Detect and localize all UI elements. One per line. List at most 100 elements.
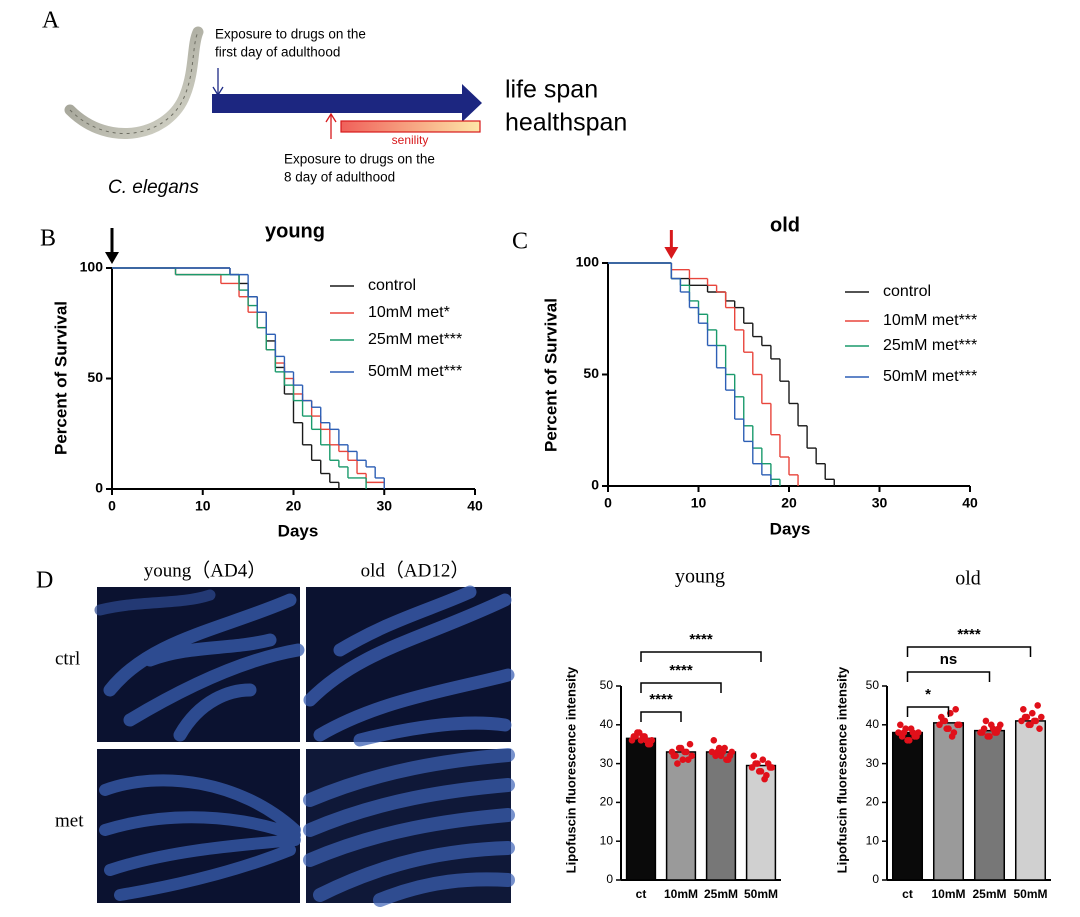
micrograph (97, 749, 301, 903)
significance-bracket (640, 651, 762, 662)
y-tick-label: 40 (600, 717, 614, 731)
micrographs: young（AD4） old（AD12） ctrl met (55, 559, 515, 907)
x-tick-label: ct (636, 887, 647, 901)
data-point (757, 768, 765, 775)
x-axis-label: Days (770, 519, 811, 538)
panel-label: B (40, 226, 56, 252)
chart-title: young (265, 220, 325, 242)
x-tick-label: 10 (691, 495, 707, 511)
x-tick-label: 40 (962, 495, 978, 511)
data-point (688, 752, 696, 760)
annotation: Exposure to drugs on the (284, 152, 435, 167)
x-tick-label: 10mM (931, 887, 965, 901)
data-point (945, 725, 952, 732)
data-point (648, 737, 656, 744)
x-tick-label: 20 (781, 495, 797, 511)
x-tick-label: 20 (286, 498, 302, 514)
panel-label: D (36, 568, 53, 594)
significance-label: **** (669, 662, 693, 679)
data-point (1029, 709, 1036, 717)
data-point (724, 756, 732, 764)
data-point (679, 756, 687, 764)
data-point (993, 729, 1000, 736)
legend-label: 10mM met* (368, 304, 450, 321)
y-tick-label: 0 (591, 477, 599, 493)
data-point (1023, 713, 1031, 721)
row-label: ctrl (55, 648, 80, 669)
data-point (1038, 713, 1045, 721)
timeline-arrow (212, 84, 482, 122)
data-point (1034, 702, 1041, 709)
data-point (907, 725, 915, 732)
y-tick-label: 50 (583, 365, 599, 381)
x-tick-label: 25mM (704, 887, 738, 901)
data-point (754, 760, 761, 767)
x-tick-label: 30 (872, 495, 888, 511)
panel-label: A (42, 8, 60, 34)
legend-label: 25mM met*** (883, 337, 977, 354)
bar-label: senility (392, 133, 429, 147)
column-label: old（AD12） (361, 559, 470, 581)
y-tick-label: 20 (600, 795, 614, 809)
y-tick-label: 100 (80, 259, 104, 275)
micrograph (303, 748, 515, 907)
micrograph (94, 587, 305, 742)
x-tick-label: ct (902, 887, 913, 901)
significance-label: * (925, 686, 931, 703)
bar (625, 737, 657, 881)
y-tick-label: 20 (866, 795, 880, 809)
data-point (982, 717, 990, 725)
data-point (997, 721, 1004, 729)
bar (665, 751, 697, 881)
y-axis-label: Lipofuscin fluorescence intensity (834, 666, 849, 873)
data-point (915, 729, 922, 736)
data-point (674, 760, 681, 767)
chart-title: old (955, 568, 981, 590)
data-point (1020, 705, 1027, 713)
y-tick-label: 0 (95, 480, 103, 496)
data-point (634, 729, 641, 736)
data-point (670, 752, 678, 760)
significance-bracket (640, 711, 682, 722)
data-point (710, 737, 718, 744)
senility-bar (340, 120, 481, 133)
treatment-arrow-head (105, 252, 119, 264)
y-tick-label: 30 (866, 756, 880, 770)
x-axis-label: Days (278, 521, 319, 540)
bar (745, 764, 777, 881)
x-tick-label: 25mM (972, 887, 1006, 901)
y-tick-label: 40 (866, 717, 880, 731)
data-point (761, 775, 768, 783)
y-tick-label: 50 (866, 678, 880, 692)
annotation: first day of adulthood (215, 45, 340, 60)
data-point (759, 756, 767, 764)
y-tick-label: 10 (600, 833, 614, 847)
x-tick-label: 50mM (1013, 887, 1047, 901)
significance-bracket (906, 671, 991, 682)
legend-label: 50mM met*** (368, 363, 462, 380)
x-tick-label: 10 (195, 498, 211, 514)
panel-label: C (512, 229, 528, 255)
organism-label: C. elegans (108, 177, 199, 198)
bar (973, 729, 1006, 881)
x-tick-label: 10mM (664, 887, 698, 901)
x-tick-label: 0 (604, 495, 612, 511)
data-point (952, 705, 959, 713)
diagram: Exposure to drugs on the first day of ad… (64, 26, 627, 198)
data-point (768, 764, 776, 771)
bar (891, 731, 924, 881)
column-label: young（AD4） (144, 559, 266, 581)
chart-title: old (770, 214, 800, 236)
data-point (641, 733, 648, 740)
outcome: life span (505, 76, 598, 104)
data-point (717, 752, 725, 760)
data-point (904, 737, 911, 744)
legend-label: 10mM met*** (883, 312, 977, 329)
y-tick-label: 100 (576, 254, 600, 270)
data-point (750, 752, 758, 760)
significance-label: ns (940, 651, 958, 668)
x-tick-label: 40 (467, 498, 483, 514)
data-point (721, 744, 728, 752)
annotation: 8 day of adulthood (284, 170, 395, 185)
worm-illustration (64, 26, 204, 139)
